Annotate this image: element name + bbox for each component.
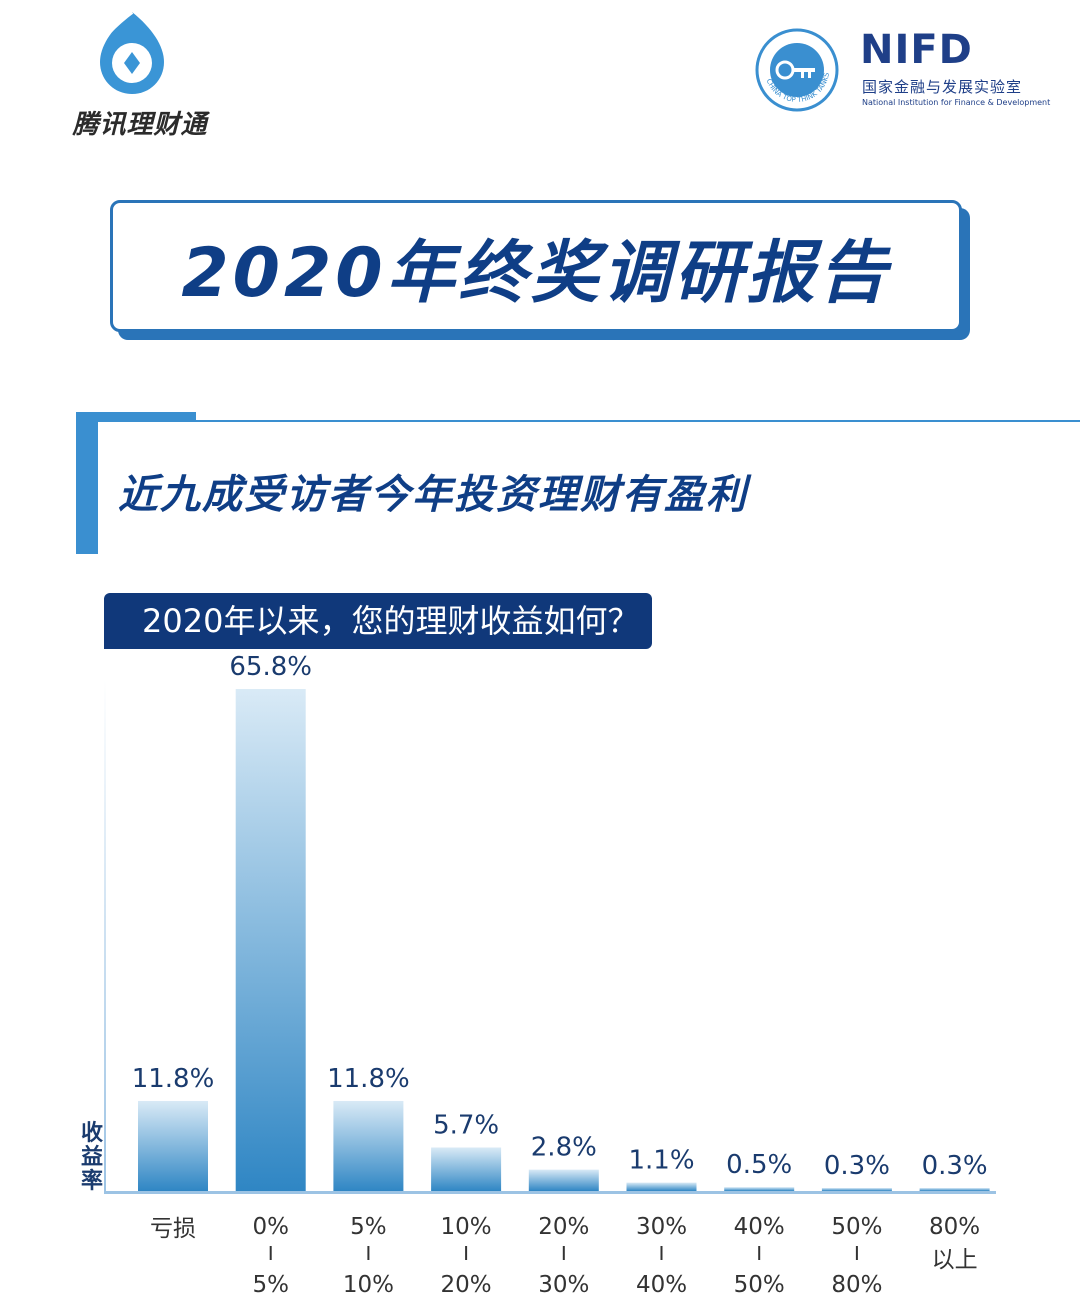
nifd-name-cn: 国家金融与发展实验室 <box>862 78 1023 96</box>
bar-5 <box>626 1182 697 1191</box>
svg-text:20%: 20% <box>441 1272 492 1298</box>
svg-text:50%: 50% <box>734 1272 785 1298</box>
bar-2 <box>333 1100 404 1191</box>
section-accent-cap <box>76 412 196 420</box>
data-label-8: 0.3% <box>922 1151 988 1181</box>
svg-text:以上: 以上 <box>932 1247 978 1273</box>
svg-text:20%: 20% <box>538 1214 589 1240</box>
bar-3 <box>431 1147 502 1191</box>
svg-text:30%: 30% <box>538 1272 589 1298</box>
bar-7 <box>821 1188 892 1191</box>
report-title: 2020年终奖调研报告 <box>181 233 891 313</box>
svg-text:50%: 50% <box>831 1214 882 1240</box>
svg-text:80%: 80% <box>929 1214 980 1240</box>
bar-0 <box>138 1100 208 1191</box>
x-axis-line <box>104 1191 996 1194</box>
drop-coin-icon <box>100 10 164 94</box>
section-title: 近九成受访者今年投资理财有盈利 <box>118 472 748 518</box>
svg-text:亏损: 亏损 <box>150 1216 196 1242</box>
svg-text:0%: 0% <box>252 1214 289 1240</box>
x-tick-label-7: 50% 80% <box>831 1214 882 1298</box>
question-tab <box>104 593 652 649</box>
data-label-6: 0.5% <box>726 1150 792 1180</box>
y-axis-label: 收益率 <box>80 1121 103 1194</box>
section-accent-bar <box>76 412 98 554</box>
svg-text:5%: 5% <box>350 1214 387 1240</box>
report-title-box: 2020年终奖调研报告 <box>110 200 962 332</box>
x-tick-label-4: 20% 30% <box>538 1214 589 1298</box>
bar-8 <box>919 1188 990 1191</box>
svg-text:5%: 5% <box>252 1272 289 1298</box>
data-label-3: 5.7% <box>433 1111 499 1141</box>
x-tick-label-8: 80% 以上 <box>929 1214 980 1273</box>
question-text: 2020年以来，您的理财收益如何？ <box>142 602 640 640</box>
nifd-logo: CHINA TOP THINK TANKS NIFD 国家金融与发展实验室 Na… <box>755 27 1050 118</box>
svg-text:40%: 40% <box>636 1272 687 1298</box>
data-label-4: 2.8% <box>531 1133 597 1163</box>
x-tick-label-5: 30% 40% <box>636 1214 687 1298</box>
svg-text:30%: 30% <box>636 1214 687 1240</box>
data-label-0: 11.8% <box>132 1064 215 1094</box>
svg-text:80%: 80% <box>831 1272 882 1298</box>
data-label-1: 65.8% <box>229 652 312 682</box>
x-tick-label-3: 10% 20% <box>441 1214 492 1298</box>
svg-text:40%: 40% <box>734 1214 785 1240</box>
section-divider <box>98 420 1080 422</box>
svg-text:10%: 10% <box>441 1214 492 1240</box>
x-tick-label-2: 5% 10% <box>343 1214 394 1298</box>
returns-bar-chart: 11.8%65.8%11.8%5.7%2.8% 1.1% 0.5% 0.3% 0.3% … <box>104 652 996 1298</box>
y-axis-line <box>104 680 106 1191</box>
bar-1 <box>235 689 306 1191</box>
nifd-mark: NIFD <box>860 27 973 73</box>
bar-6 <box>724 1187 795 1191</box>
x-tick-label-1: 0% 5% <box>252 1214 289 1298</box>
x-tick-label-0: 亏损 <box>150 1216 196 1242</box>
tencent-licaitong-logo: 腾讯理财通 <box>60 8 220 140</box>
x-tick-label-6: 40% 50% <box>734 1214 785 1298</box>
tencent-logo-name: 腾讯理财通 <box>72 110 208 140</box>
data-label-2: 11.8% <box>327 1064 410 1094</box>
bar-4 <box>528 1169 599 1191</box>
svg-text:10%: 10% <box>343 1272 394 1298</box>
nifd-name-en: National Institution for Finance & Devel… <box>862 98 1051 107</box>
data-label-7: 0.3% <box>824 1151 890 1181</box>
data-label-5: 1.1% <box>628 1146 694 1176</box>
think-tank-seal-icon: CHINA TOP THINK TANKS <box>755 28 839 112</box>
